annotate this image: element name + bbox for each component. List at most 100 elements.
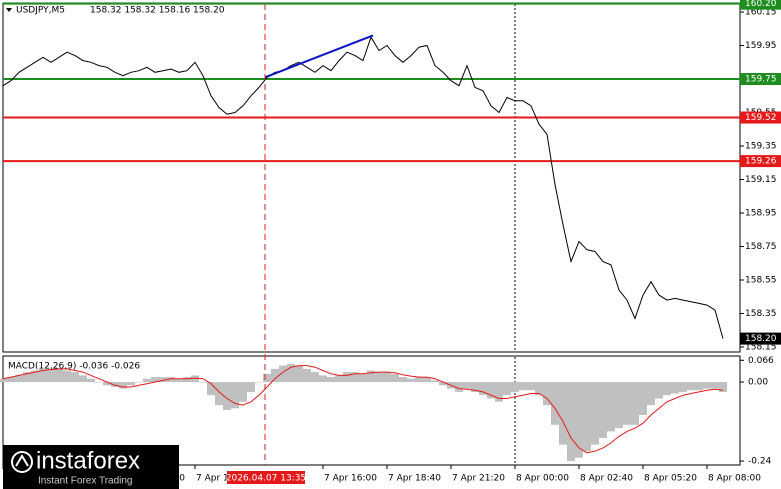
level-tag [740,0,781,10]
y-tick-label: 160.15 [745,8,777,18]
level-label: 159.26 [745,157,777,167]
macd-bar [279,365,287,383]
macd-bar [255,382,263,383]
macd-bar [495,382,503,402]
macd-bar [103,382,111,386]
header-arrow [6,8,12,12]
macd-bar [151,377,159,383]
macd-bar [71,372,79,383]
x-tick-label: 7 Apr 16:00 [324,474,377,484]
macd-bar [631,382,639,425]
macd-bar [647,382,655,406]
y-tick-label: 158.75 [745,242,777,252]
level-tag [740,73,781,86]
macd-bar [295,365,303,383]
macd-bar [63,370,71,383]
macd-bar [0,378,7,383]
macd-bar [231,382,239,409]
macd-bar [303,368,311,383]
macd-bar [679,382,687,392]
macd-bar [511,382,519,392]
macd-bar [87,378,95,383]
macd-bar [711,382,719,389]
macd-bar [671,382,679,394]
macd-bar [607,382,615,432]
x-tick-label: 8 Apr 02:40 [580,474,633,484]
macd-bar [399,377,407,383]
y-tick-label: 158.15 [745,342,777,352]
macd-bar [119,382,127,389]
macd-bar [575,382,583,458]
macd-bar [135,382,143,383]
macd-bar [239,382,247,402]
macd-bar [263,373,271,383]
macd-bar [687,382,695,391]
macd-bar [287,363,295,383]
watermark-logo [11,451,33,473]
macd-bar [503,382,511,396]
level-label: 160.20 [745,0,777,9]
macd-bar [271,368,279,383]
macd-bar [359,373,367,383]
macd-bar [39,368,47,383]
macd-y-tick-label: -0.24 [748,457,772,467]
y-tick-label: 159.15 [745,175,777,185]
watermark-tagline: Instant Forex Trading [38,476,133,487]
macd-bar [639,382,647,415]
macd-bar [487,382,495,399]
macd-bar [551,382,559,425]
macd-bar [319,375,327,383]
macd-bar [591,382,599,445]
y-tick-label: 159.95 [745,41,777,51]
macd-bar [695,382,703,391]
current-price-tag [740,332,781,345]
macd-title: MACD(12,26,9) -0.036 -0.026 [8,362,140,372]
macd-bar [623,382,631,425]
macd-bar [455,382,463,392]
macd-bar [479,382,487,396]
macd-bar [175,378,183,383]
macd-bar [471,382,479,392]
x-tick-label: 7 Apr 18:40 [388,474,441,484]
macd-bar [663,382,671,396]
macd-bar [463,382,471,389]
macd-bar [439,382,447,386]
header: USDJPY,M5 158.32 158.32 158.16 158.20 [6,6,225,16]
y-tick-label: 159.35 [745,142,777,152]
macd-bar [95,382,103,383]
macd-bar [111,382,119,387]
watermark: instaforex Instant Forex Trading [3,445,179,489]
macd-bar [367,370,375,383]
macd-bar [527,382,535,391]
macd-bar [7,377,15,383]
macd-bar [719,382,727,392]
y-tick-label: 158.35 [745,309,777,319]
macd-bar [311,372,319,383]
macd-bar [23,372,31,383]
watermark-bg [3,445,179,489]
macd-bar [615,382,623,429]
x-tick-label: 7 Apr 21:20 [452,474,505,484]
macd-bar [431,380,439,383]
macd-bar [143,378,151,383]
x-tick-label: 8 Apr 00:00 [516,474,569,484]
macd-bar [407,378,415,383]
macd-bar [159,377,167,383]
x-tick-label: 8 Apr 08:00 [708,474,761,484]
macd-bar [31,370,39,383]
macd-bar [655,382,663,399]
macd-bar [559,382,567,445]
macd-bar [247,382,255,392]
macd-bar [47,368,55,383]
level-tag [740,155,781,168]
level-label: 159.75 [745,75,777,85]
macd-bar [207,382,215,396]
macd-bar [391,373,399,383]
x-tick-label: 7 Apr 10:40 [196,474,249,484]
watermark-brand: instaforex [36,447,140,474]
level-label: 159.52 [745,113,777,123]
macd-bar [375,372,383,383]
trendline [264,34,374,79]
crosshair-tag [227,471,305,484]
